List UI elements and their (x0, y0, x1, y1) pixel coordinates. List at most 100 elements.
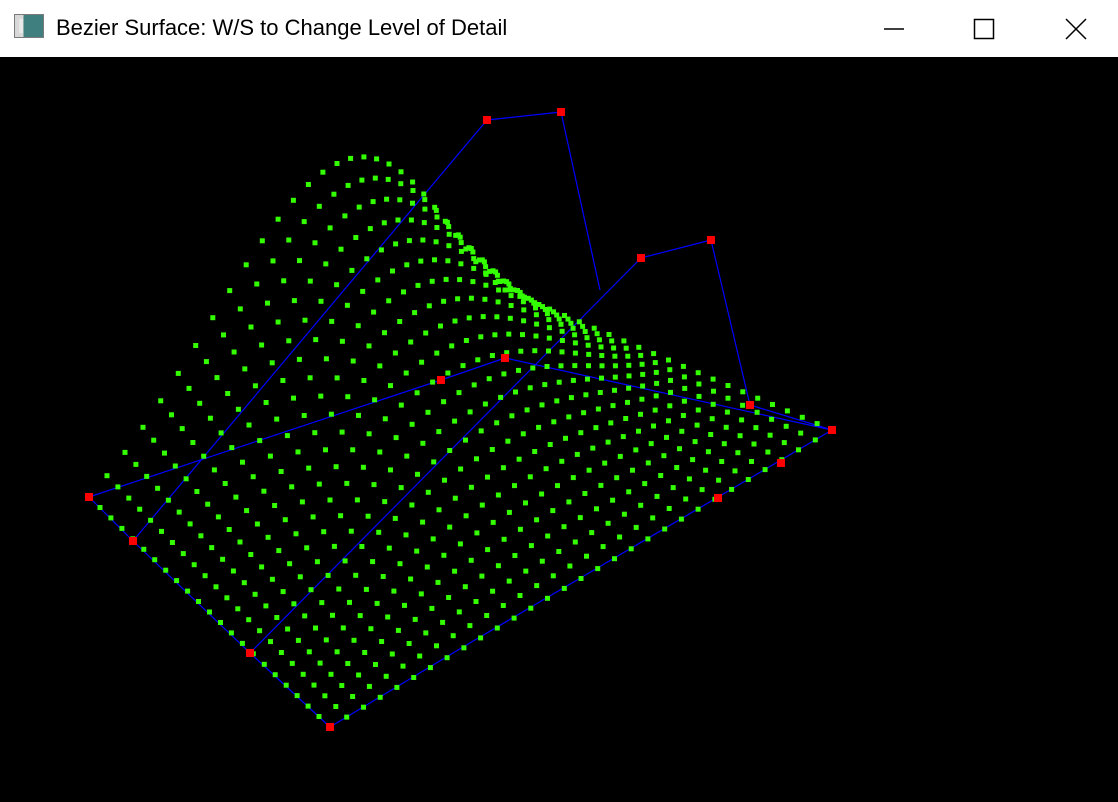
surface-point (224, 595, 230, 601)
surface-point (293, 531, 299, 537)
control-point[interactable] (714, 494, 722, 502)
surface-point (473, 259, 479, 265)
control-point[interactable] (707, 236, 715, 244)
minimize-button[interactable] (848, 0, 940, 57)
surface-point (721, 441, 727, 447)
minimize-icon (884, 27, 904, 30)
surface-point (295, 449, 301, 455)
surface-point (275, 319, 281, 325)
control-point[interactable] (246, 649, 254, 657)
control-point[interactable] (777, 459, 785, 467)
surface-point (769, 416, 775, 422)
surface-point (662, 526, 668, 532)
surface-point (658, 473, 664, 478)
surface-point (225, 391, 231, 396)
surface-point (408, 576, 414, 582)
surface-point (550, 573, 556, 579)
control-polygon-edge (749, 404, 833, 431)
surface-point (683, 496, 689, 502)
surface-point (551, 309, 556, 315)
surface-point (307, 278, 313, 284)
surface-point (330, 612, 335, 618)
surface-point (452, 568, 458, 574)
surface-point (231, 349, 237, 355)
surface-point (340, 625, 346, 631)
render-canvas[interactable] (0, 57, 1118, 802)
surface-point (511, 287, 517, 293)
surface-point (654, 493, 660, 499)
surface-point (380, 574, 386, 579)
surface-point (545, 533, 551, 539)
surface-point (568, 395, 574, 401)
surface-point (638, 411, 643, 417)
surface-point (226, 527, 232, 532)
close-button[interactable] (1030, 0, 1118, 57)
surface-point (584, 553, 589, 559)
surface-point (496, 287, 502, 293)
surface-point (218, 430, 224, 436)
surface-point (359, 177, 365, 183)
surface-point (525, 295, 531, 301)
surface-point (609, 338, 615, 344)
surface-point (207, 415, 213, 421)
title-bar[interactable]: Bezier Surface: W/S to Change Level of D… (0, 0, 1118, 57)
surface-point (458, 248, 464, 254)
control-point[interactable] (501, 354, 509, 362)
surface-point (534, 517, 540, 523)
control-polygon-edge (710, 239, 751, 406)
surface-point (581, 410, 587, 416)
surface-point (710, 401, 716, 407)
surface-point (423, 330, 429, 336)
control-point[interactable] (746, 401, 754, 409)
control-point[interactable] (326, 723, 334, 731)
control-point[interactable] (129, 537, 137, 545)
control-point[interactable] (828, 426, 836, 434)
surface-point (438, 323, 443, 329)
surface-point (521, 307, 527, 313)
control-point[interactable] (557, 108, 565, 116)
surface-point (494, 272, 500, 278)
surface-point (739, 417, 745, 423)
surface-point (566, 499, 572, 505)
surface-point (501, 371, 507, 377)
surface-point (572, 539, 578, 545)
surface-point (383, 673, 389, 679)
application-icon[interactable] (14, 14, 44, 38)
surface-point (252, 383, 258, 389)
surface-point (585, 342, 591, 348)
surface-point (446, 595, 452, 600)
surface-point (278, 650, 284, 655)
surface-point (452, 318, 458, 324)
surface-point (421, 191, 427, 197)
surface-point (246, 617, 252, 623)
surface-point (471, 382, 477, 388)
surface-point (550, 508, 556, 514)
surface-point (403, 532, 409, 538)
surface-point (445, 258, 451, 264)
surface-point (351, 637, 357, 643)
surface-point (494, 420, 500, 426)
maximize-button[interactable] (938, 0, 1030, 57)
surface-point (169, 540, 175, 545)
control-point[interactable] (637, 254, 645, 262)
control-point[interactable] (85, 493, 93, 501)
surface-point (572, 340, 578, 346)
surface-point (639, 361, 645, 367)
surface-point (455, 296, 461, 302)
surface-point (474, 530, 480, 536)
surface-point (654, 380, 660, 386)
surface-point (393, 241, 399, 247)
control-point[interactable] (437, 376, 445, 384)
surface-point (347, 599, 352, 605)
surface-point (141, 546, 147, 552)
surface-point (725, 395, 731, 401)
surface-point (268, 639, 273, 645)
surface-point (434, 214, 440, 220)
surface-point (313, 337, 319, 343)
control-point[interactable] (483, 116, 491, 124)
surface-point (783, 423, 789, 429)
surface-point (460, 363, 466, 369)
surface-point (494, 625, 500, 631)
surface-point (542, 307, 548, 312)
control-polygon-edge (640, 239, 712, 259)
